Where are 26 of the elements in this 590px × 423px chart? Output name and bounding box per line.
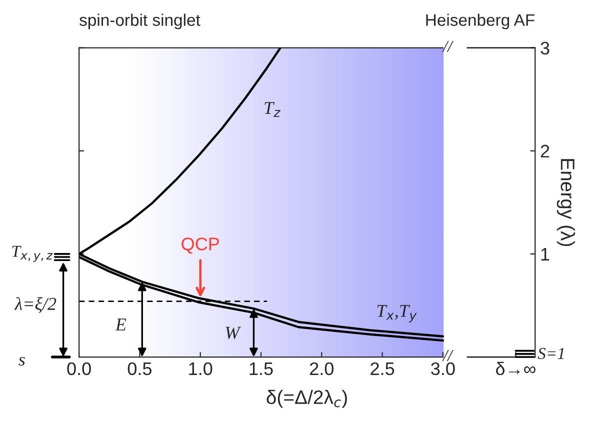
annotation: E: [115, 318, 126, 330]
y-axis-title: Energy (λ): [556, 159, 576, 246]
text: T$_{x,y,z}$: [12, 246, 53, 262]
annotation: W: [226, 326, 242, 339]
x-tick-label: 1.5: [250, 362, 273, 376]
x-tick-label: 1.0: [189, 362, 212, 376]
text: λ=ξ/2: [14, 297, 56, 313]
annotation: //: [442, 350, 454, 362]
x-tick-label: 3.0: [431, 362, 455, 376]
y-tick-label: 1: [541, 248, 550, 260]
text: Heisenberg AF: [426, 14, 534, 30]
y-tick-label: 3: [540, 42, 550, 55]
x-tick-label: 2.0: [310, 362, 334, 376]
x-tick-label: 2.5: [370, 362, 394, 376]
annotation: QCP: [182, 238, 219, 254]
x-tick-label: δ→∞: [496, 362, 536, 376]
annotation: //: [442, 40, 454, 52]
x-axis-title: δ(=Δ/2λ$_{c}$): [266, 390, 347, 408]
x-tick-label: 0.0: [67, 362, 91, 376]
text: S=1: [538, 348, 564, 360]
annotation: T$_{z}$: [264, 102, 281, 117]
y-tick-label: 2: [540, 144, 550, 158]
text: spin-orbit singlet: [80, 14, 200, 30]
text: s: [18, 356, 25, 366]
x-tick-label: 0.5: [128, 362, 152, 376]
annotation: T$_{x}$,T$_{y}$: [377, 304, 417, 322]
